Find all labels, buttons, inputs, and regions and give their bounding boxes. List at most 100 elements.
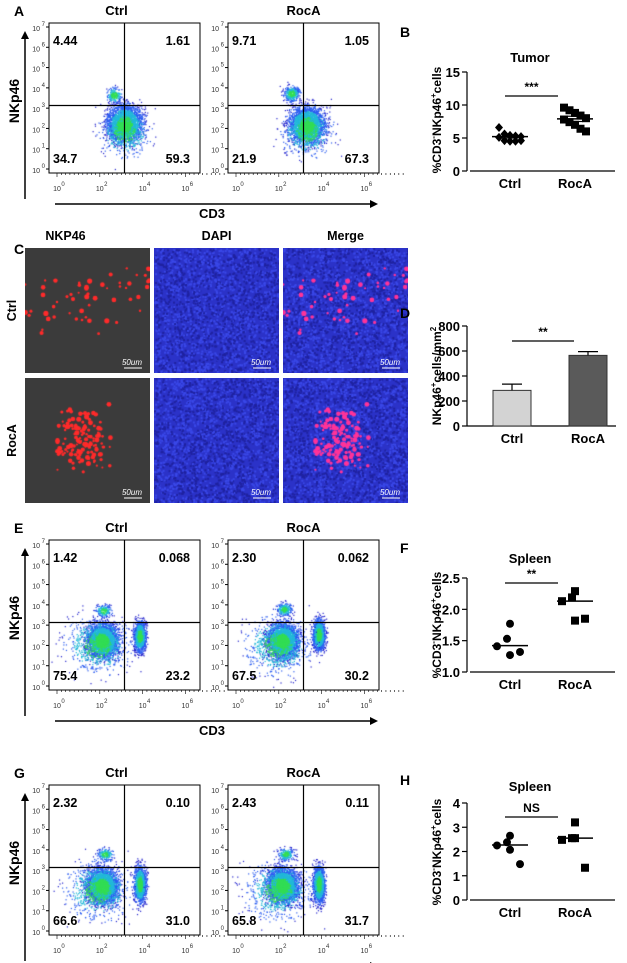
x-tick-label: 10 [275,703,283,710]
y-tick-label: 10 [32,644,40,651]
dapi-image [154,248,279,373]
x-tick-label: 10 [96,948,104,955]
y-tick-label: 2.5 [442,571,460,586]
x-tick-exponent: 6 [190,944,194,950]
y-tick-label: 10 [32,889,40,896]
quadrant-upper-left-percent: 9.71 [232,34,256,48]
scale-bar-label: 50um [122,358,142,367]
data-point-ctrl [506,619,514,628]
y-tick-label: 10 [32,624,40,631]
y-tick-exponent: 2 [221,885,225,891]
y-tick-label: 10 [211,87,219,94]
y-tick-label: 10 [211,829,219,836]
scale-bar-label: 50um [380,488,400,497]
y-tick-label: 10 [211,604,219,611]
y-tick-label: 0 [453,419,460,434]
y-tick-label: 200 [438,394,460,409]
x-tick-label: 10 [139,703,147,710]
data-point-roca [565,106,574,115]
y-tick-exponent: 5 [42,825,46,831]
quadrant-lower-left-percent: 67.5 [232,669,256,683]
x-tick-exponent: 2 [283,182,287,188]
quadrant-lower-right-percent: 31.0 [166,914,190,928]
y-tick-label: 10 [32,87,40,94]
quadrant-upper-right-percent: 0.062 [338,551,369,565]
y-tick-label: 600 [438,344,460,359]
x-tick-exponent: 4 [147,699,151,705]
x-tick-label: 10 [318,703,326,710]
x-tick-label: 10 [232,948,240,955]
y-tick-label: 15 [446,65,460,80]
y-tick-label: 400 [438,369,460,384]
y-tick-exponent: 7 [42,539,46,545]
chart-title: Tumor [510,50,549,65]
y-label-text: NKp46 [430,830,444,868]
x-tick-label: 10 [232,703,240,710]
x-category-label: RocA [558,176,593,191]
y-tick-label: 1 [453,869,460,884]
data-point-roca [560,103,568,112]
data-point-ctrl [506,651,514,660]
y-tick-exponent: 0 [221,164,225,170]
scale-bar-label: 50um [251,488,271,497]
y-tick-label: 10 [32,808,40,815]
y-tick-label: 10 [211,685,219,692]
y-label-text: NKp46 [430,387,444,425]
y-tick-label: 10 [32,869,40,876]
flow-plot-title: Ctrl [105,765,127,780]
data-point-ctrl [506,136,514,146]
x-tick-label: 10 [318,948,326,955]
y-tick-exponent: 7 [221,784,225,790]
y-tick-exponent: 4 [221,845,225,851]
quadrant-lower-left-percent: 34.7 [53,152,77,166]
quadrant-upper-left-percent: 1.42 [53,551,77,565]
x-tick-label: 10 [139,948,147,955]
y-tick-exponent: 1 [221,661,225,667]
x-tick-exponent: 6 [369,944,373,950]
y-label-superscript: + [429,825,438,830]
nkp46-image [25,248,150,373]
quadrant-lower-left-percent: 75.4 [53,669,77,683]
y-label-text: %CD3 [430,870,444,905]
y-axis-arrowhead [21,548,29,556]
y-tick-label: 10 [211,107,219,114]
y-tick-label: 10 [32,829,40,836]
y-tick-label: 10 [32,849,40,856]
x-tick-exponent: 0 [240,944,244,950]
x-tick-label: 10 [182,703,190,710]
x-tick-exponent: 2 [104,182,108,188]
y-tick-label: 10 [32,148,40,155]
data-point-roca [568,593,576,602]
bar-roca [568,354,608,427]
y-label-text: %CD3 [430,138,444,173]
y-tick-label: 2 [453,845,460,860]
y-tick-exponent: 1 [42,906,46,912]
y-tick-exponent: 6 [221,42,225,48]
y-tick-exponent: 6 [42,42,46,48]
flow-plot-title: RocA [287,765,322,780]
y-tick-label: 10 [32,910,40,917]
quadrant-upper-right-percent: 1.05 [345,34,369,48]
x-tick-exponent: 6 [190,699,194,705]
y-tick-label: 10 [211,930,219,937]
y-tick-exponent: 0 [42,926,46,932]
y-tick-exponent: 4 [221,83,225,89]
x-tick-exponent: 4 [326,699,330,705]
image-column-header: NKP46 [45,229,85,243]
y-label-text: NKp46 [430,603,444,641]
y-axis-label: NKp46 [6,79,22,124]
y-tick-label: 10 [32,26,40,33]
flow-plot-title: Ctrl [105,3,127,18]
y-tick-exponent: 4 [42,83,46,89]
y-tick-label: 1.0 [442,665,460,680]
x-tick-label: 10 [275,186,283,193]
y-axis-label: %CD3-NKp46+cells [429,571,444,678]
data-point-ctrl [516,860,524,869]
y-tick-label: 10 [32,563,40,570]
flow-plot-title: RocA [287,3,322,18]
y-label-text: cells/mm [430,331,444,382]
y-tick-label: 10 [32,107,40,114]
y-tick-label: 10 [211,543,219,550]
x-category-label: RocA [558,677,593,692]
scale-bar-label: 50um [122,488,142,497]
